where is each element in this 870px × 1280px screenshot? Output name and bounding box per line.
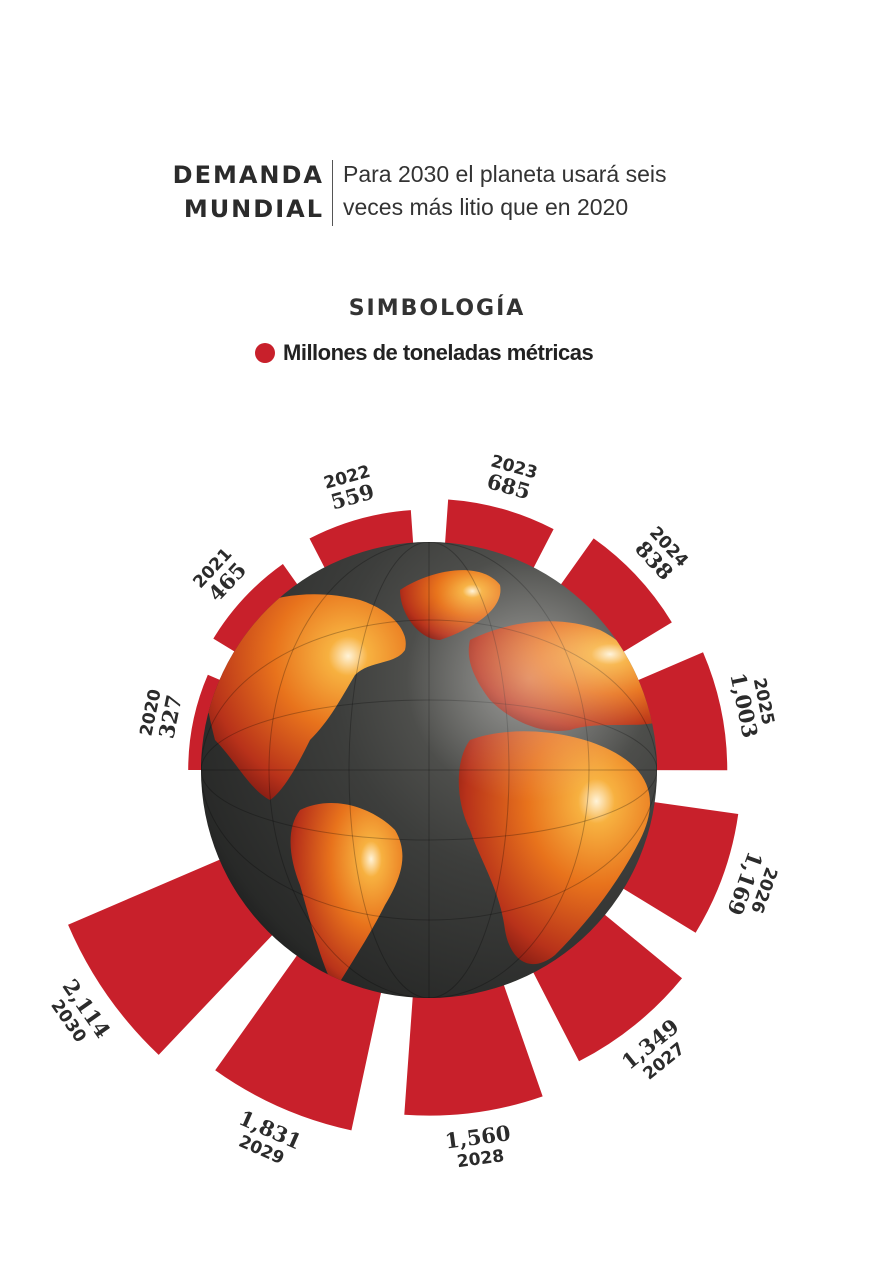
title-line-2: MUNDIAL — [183, 195, 324, 223]
bar-2029 — [215, 932, 387, 1131]
bar-2030 — [68, 848, 292, 1055]
legend-swatch — [255, 343, 275, 363]
subtitle-line-2: veces más litio que en 2020 — [343, 194, 629, 220]
legend: Millones de toneladas métricas — [255, 340, 594, 366]
header-divider — [332, 160, 333, 226]
title-line-1: DEMANDA — [172, 161, 324, 189]
globe-image — [201, 542, 657, 998]
header-title: DEMANDA MUNDIAL — [173, 158, 324, 226]
legend-title: SIMBOLOGÍA — [348, 296, 526, 321]
bar-2028 — [404, 958, 543, 1116]
header-subtitle: Para 2030 el planeta usará seis veces má… — [343, 158, 667, 224]
legend-label: Millones de toneladas métricas — [283, 340, 594, 365]
subtitle-line-1: Para 2030 el planeta usará seis — [343, 161, 667, 187]
